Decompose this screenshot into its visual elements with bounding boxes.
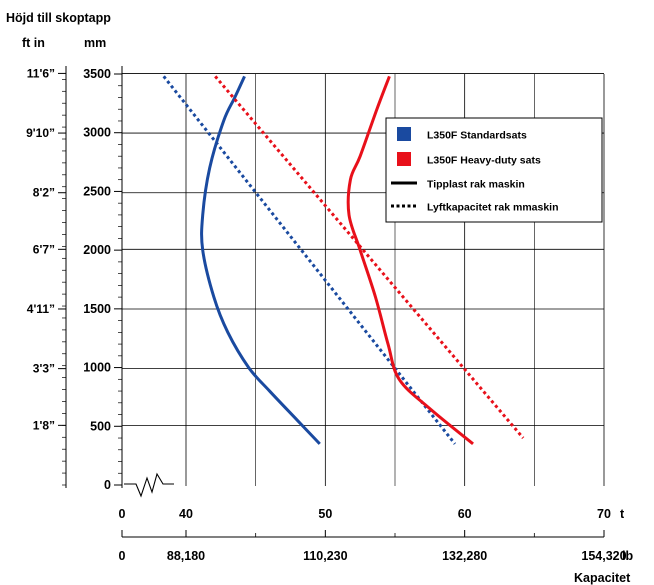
t-tick-label: 40 [179, 507, 193, 521]
legend-swatch [397, 127, 411, 141]
legend-swatch [397, 152, 411, 166]
legend: L350F Standardsats L350F Heavy-duty sats T… [385, 117, 603, 223]
imperial-tick-label: 6'7” [33, 242, 55, 256]
legend-label: L350F Standardsats [427, 130, 527, 142]
lb-tick-label: 110,230 [303, 549, 348, 563]
t-tick-label: 70 [597, 507, 611, 521]
imperial-tick-label: 4'11” [27, 302, 55, 316]
metric-tick-label: 500 [90, 419, 111, 433]
series-tipplast-standard [200, 75, 321, 445]
t-tick-label: 60 [458, 507, 472, 521]
series-lyftkapacitet-standard [162, 75, 457, 445]
metric-tick-label: 3000 [83, 126, 111, 140]
metric-tick-label: 1000 [83, 361, 111, 375]
imperial-tick-label: 1'8” [33, 418, 55, 432]
legend-label: L350F Heavy-duty sats [427, 155, 541, 167]
t-tick-label: 0 [119, 507, 126, 521]
x-unit-lb: lb [622, 549, 633, 563]
lb-tick-label: 88,180 [167, 549, 205, 563]
metric-tick-label: 1500 [83, 302, 111, 316]
series-lyftkapacitet-heavy-duty [214, 75, 525, 440]
series-tipplast-heavy-duty [346, 75, 474, 446]
axes: 1'8”3'3”4'11”6'7”8'2”9'10”11'6”050010001… [26, 66, 627, 563]
legend-label: Lyftkapacitet rak mmaskin [427, 202, 559, 214]
axis-break-mark [124, 472, 174, 498]
grid [122, 73, 605, 486]
imperial-unit-label: ft in [22, 36, 45, 50]
legend-label: Tipplast rak maskin [427, 179, 525, 191]
imperial-tick-label: 11'6” [27, 66, 55, 80]
lb-tick-label: 0 [119, 549, 126, 563]
imperial-tick-label: 3'3” [33, 362, 55, 376]
x-unit-t: t [620, 507, 625, 521]
series-group [162, 75, 525, 446]
chart-title: Höjd till skoptapp [6, 11, 111, 25]
metric-tick-label: 2000 [83, 243, 111, 257]
imperial-tick-label: 8'2” [33, 186, 55, 200]
t-tick-label: 50 [318, 507, 332, 521]
imperial-tick-label: 9'10” [26, 126, 55, 140]
lb-tick-label: 132,280 [442, 549, 487, 563]
x-axis-title: Kapacitet [574, 571, 631, 585]
legend-box [385, 117, 603, 223]
metric-tick-label: 2500 [83, 184, 111, 198]
metric-tick-label: 0 [104, 478, 111, 492]
metric-tick-label: 3500 [83, 67, 111, 81]
lb-tick-label: 154,320 [581, 549, 626, 563]
metric-unit-label: mm [84, 36, 106, 50]
